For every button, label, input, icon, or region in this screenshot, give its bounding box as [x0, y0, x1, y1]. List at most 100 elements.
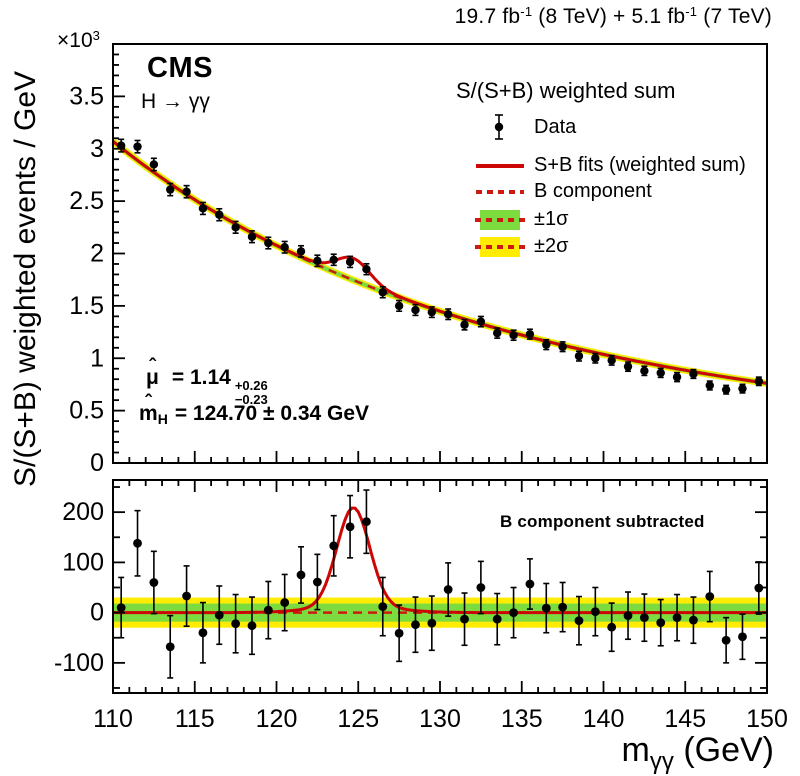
x-tick-label: 135 [501, 705, 543, 733]
data-point [705, 570, 715, 623]
data-point [574, 350, 584, 362]
x-tick-label: 150 [746, 705, 788, 733]
data-point [198, 201, 208, 216]
data-point [656, 598, 666, 647]
data-point [166, 182, 175, 197]
data-point [541, 582, 551, 634]
data-point [672, 371, 682, 383]
data-point [231, 220, 240, 234]
data-point [280, 240, 289, 254]
data-point [492, 592, 502, 646]
data-point [182, 184, 191, 199]
legend-entry-sb-fit: S+B fits (weighted sum) [534, 154, 746, 176]
data-point [312, 553, 322, 611]
data-point [149, 157, 159, 172]
data-point [476, 315, 486, 328]
upper-y-tick-label: 2 [90, 240, 104, 268]
x-tick-label: 125 [337, 705, 379, 733]
x-tick-label: 120 [256, 705, 298, 733]
data-point [460, 592, 469, 647]
data-point [443, 562, 453, 617]
sb-fit-curve [112, 140, 768, 385]
upper-frame [112, 43, 768, 464]
data-point [607, 354, 616, 366]
higgs-mass-annotation: m ˆ H = 124.70 ± 0.34 GeV [139, 391, 370, 427]
lower-frame [112, 479, 768, 694]
data-point [623, 591, 633, 641]
data-point [280, 573, 290, 632]
data-point [590, 586, 600, 637]
data-point [378, 286, 387, 299]
upper-y-tick-label: 0 [90, 449, 104, 477]
one-sigma-band [113, 603, 767, 622]
legend-entry-b-component: B component [534, 180, 652, 202]
data-point [247, 230, 257, 244]
data-point [443, 308, 453, 321]
x-tick-label: 130 [419, 705, 461, 733]
data-point [574, 595, 584, 646]
data-point [509, 329, 518, 342]
data-point [231, 593, 241, 654]
data-point [689, 368, 698, 380]
data-point [362, 489, 371, 555]
data-point [329, 514, 339, 577]
data-point [689, 596, 698, 645]
data-point [296, 244, 306, 258]
data-point [345, 494, 355, 559]
decay-channel-label: H → γγ [141, 90, 210, 113]
tick-labels: 110 115 120 125 130 135 140 145 150 0 0.5 1 1.5 2 2.5 3… [54, 82, 788, 733]
b-one-sigma-halo [111, 139, 768, 386]
data-point [525, 328, 535, 340]
data-point [214, 585, 224, 646]
two-sigma-band [113, 597, 767, 628]
data-point [296, 546, 306, 604]
upper-y-tick-label: 0.5 [69, 397, 104, 425]
one-sigma-band-icon [475, 210, 525, 230]
data-point [394, 299, 404, 313]
data-point [133, 139, 142, 154]
data-point [329, 253, 338, 267]
data-point [754, 376, 764, 387]
lower-y-tick-label: -100 [54, 649, 104, 677]
data-point [623, 361, 633, 373]
data-point [509, 586, 518, 639]
b-component-curve [112, 140, 768, 385]
lower-y-tick-label: 100 [62, 548, 104, 576]
data-point [165, 614, 175, 679]
data-point [721, 384, 731, 395]
data-point [133, 509, 142, 577]
cms-logo-text: CMS [147, 52, 213, 84]
data-point [411, 303, 420, 317]
data-point [542, 338, 551, 351]
signal-fit-curve [113, 506, 767, 615]
data-point [345, 255, 355, 269]
b-component-line-icon [476, 190, 524, 194]
legend-entry-two-sigma: ±2σ [534, 235, 569, 257]
two-sigma-band-icon [475, 237, 525, 257]
legend-entry-one-sigma: ±1σ [534, 208, 569, 230]
data-point [198, 601, 208, 664]
data-point [525, 558, 535, 610]
upper-panel [110, 138, 768, 387]
data-point [738, 383, 747, 394]
data-point [460, 318, 469, 331]
b-subtracted-panel-label: B component subtracted [500, 512, 705, 531]
data-point [721, 616, 731, 664]
data-point [116, 576, 126, 639]
y-axis-title: S/(S+B) weighted events / GeV [9, 70, 42, 488]
lower-panel [113, 506, 767, 628]
data-marker-icon [494, 114, 504, 140]
data-point [493, 327, 502, 339]
legend-title: S/(S+B) weighted sum [456, 78, 676, 103]
x-tick-label: 115 [175, 705, 215, 733]
data-point [182, 565, 191, 627]
luminosity-header: 19.7 fb-1 (8 TeV) + 5.1 fb-1 (7 TeV) [454, 4, 772, 28]
sb-fit-line-icon [476, 164, 524, 168]
upper-y-tick-label: 1.5 [69, 292, 104, 320]
x-axis-title: mγγ (GeV) [621, 731, 774, 775]
data-point [116, 138, 126, 153]
data-point [362, 262, 371, 276]
data-point [394, 604, 404, 663]
